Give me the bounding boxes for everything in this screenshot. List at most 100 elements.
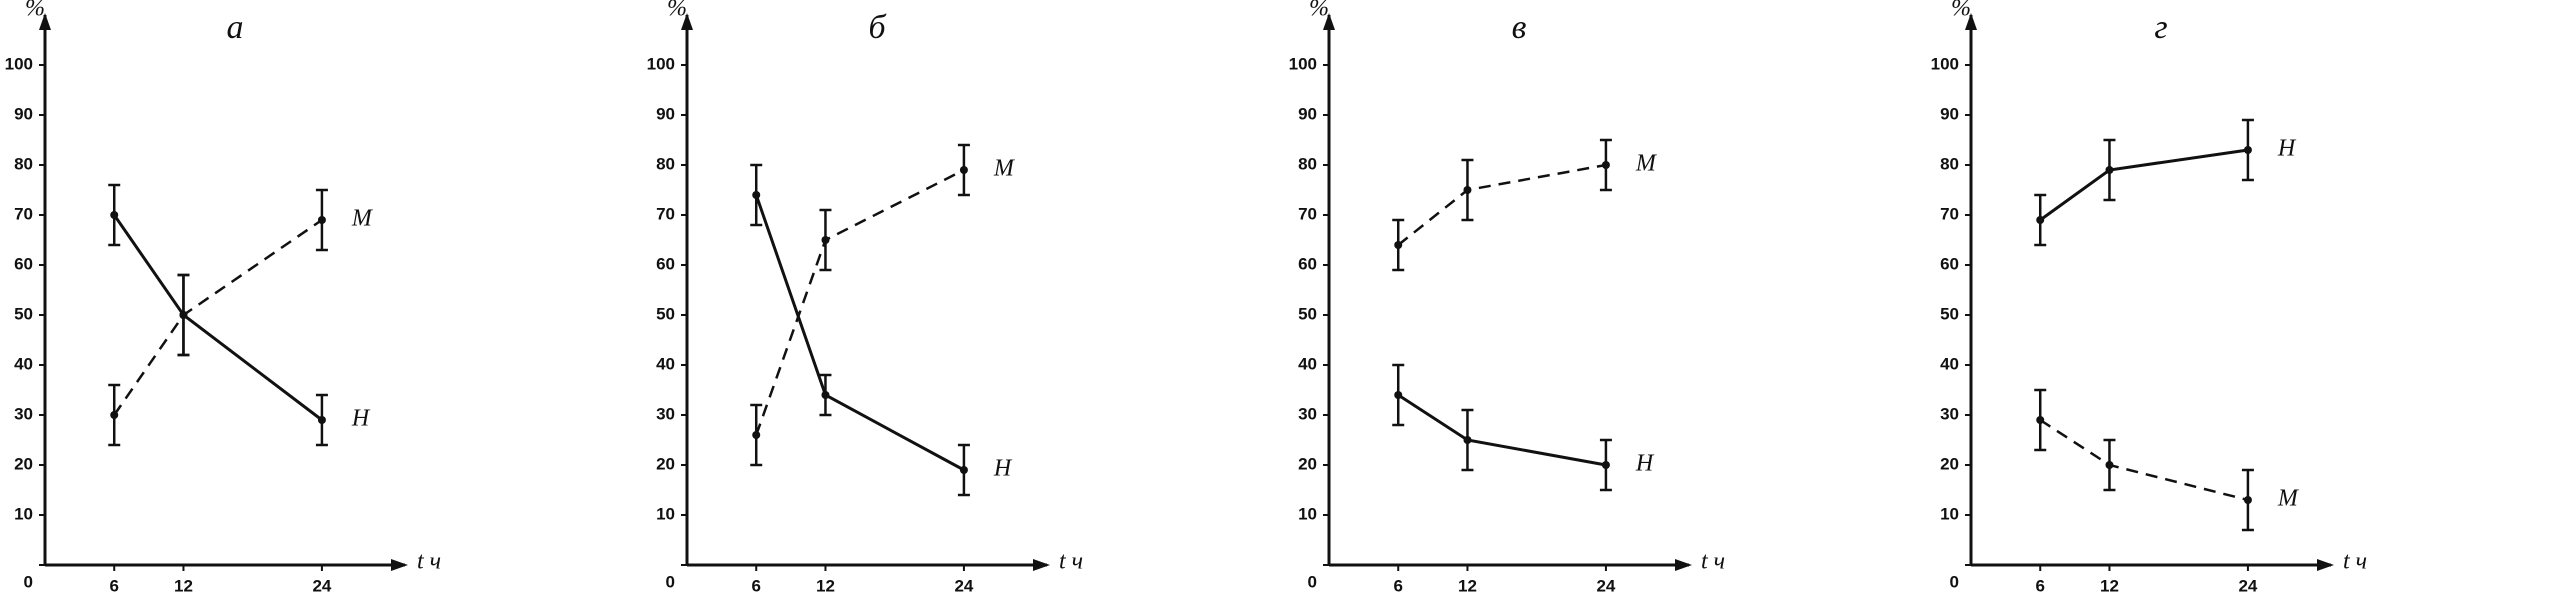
- series-label: М: [1635, 151, 1658, 177]
- point: [317, 216, 326, 224]
- x-axis-arrow: [1033, 559, 1050, 571]
- x-tick-label: 6: [751, 576, 760, 595]
- panel-title: г: [2154, 9, 2167, 46]
- y-tick-label: 70: [1940, 204, 1959, 223]
- y-tick-label: 50: [1940, 304, 1959, 323]
- panel: % t ч г 0 10 20 30 40 50 60 70 80 90 100 6 12 24 Н М: [1931, 0, 2368, 595]
- y-tick-label: 20: [656, 454, 675, 473]
- point: [821, 391, 830, 399]
- x-axis-label: t ч: [2343, 549, 2367, 575]
- y-tick-label: 20: [1298, 454, 1317, 473]
- series-line: [754, 194, 965, 472]
- y-tick-label: 50: [656, 304, 675, 323]
- panel-title: а: [227, 9, 244, 46]
- y-tick-label: 40: [1940, 354, 1959, 373]
- point: [1394, 391, 1403, 399]
- point: [2036, 416, 2045, 424]
- y-tick-label: 40: [1298, 354, 1317, 373]
- panel: % t ч в 0 10 20 30 40 50 60 70 80 90 100 6 12 24 Н М: [1289, 0, 1726, 595]
- y-axis-arrow: [681, 13, 693, 30]
- y-axis-arrow: [1965, 13, 1977, 30]
- series-label: Н: [993, 456, 1013, 482]
- y-axis-label: %: [1951, 0, 1971, 22]
- series-label: М: [351, 206, 374, 232]
- y-tick-label: 10: [14, 504, 33, 523]
- point: [2036, 216, 2045, 224]
- y-tick-label: 40: [14, 354, 33, 373]
- y-tick-label: 80: [1940, 154, 1959, 173]
- y-tick-label: 30: [656, 404, 675, 423]
- panel-title: б: [868, 9, 887, 46]
- x-tick-label: 6: [2035, 576, 2044, 595]
- y-tick-label: 90: [1298, 104, 1317, 123]
- y-tick-label: 60: [1298, 254, 1317, 273]
- y-tick-label: 10: [656, 504, 675, 523]
- panel-title: в: [1512, 9, 1527, 46]
- y-axis-label: %: [25, 0, 45, 22]
- y-tick-label: 50: [1298, 304, 1317, 323]
- point: [1394, 241, 1403, 249]
- point: [110, 411, 119, 419]
- point: [2105, 461, 2114, 469]
- y-tick-label: 90: [1940, 104, 1959, 123]
- y-tick-label: 50: [14, 304, 33, 323]
- point: [2243, 146, 2252, 154]
- x-axis-label: t ч: [417, 549, 441, 575]
- y-tick-label: 40: [656, 354, 675, 373]
- y-tick-label: 90: [656, 104, 675, 123]
- point: [317, 416, 326, 424]
- point: [1601, 161, 1610, 169]
- x-tick-label: 12: [816, 576, 835, 595]
- y-tick-label: 70: [14, 204, 33, 223]
- point: [821, 236, 830, 244]
- y-tick-label: 70: [656, 204, 675, 223]
- series-label: М: [993, 156, 1016, 182]
- point: [959, 166, 968, 174]
- y-tick-label: 30: [1940, 404, 1959, 423]
- series-line: [2039, 148, 2249, 222]
- point: [1601, 461, 1610, 469]
- point: [2105, 166, 2114, 174]
- y-tick-label: 20: [14, 454, 33, 473]
- point: [1463, 186, 1472, 194]
- series-line: [755, 168, 965, 436]
- y-tick-label: 20: [1940, 454, 1959, 473]
- series-label: М: [2277, 486, 2300, 512]
- x-tick-label: 24: [954, 576, 973, 595]
- point: [2243, 496, 2252, 504]
- x-tick-label: 24: [312, 576, 331, 595]
- point: [110, 211, 119, 219]
- y-tick-label: 100: [647, 54, 675, 73]
- point: [1463, 436, 1472, 444]
- series-label: Н: [351, 406, 371, 432]
- x-tick-label: 24: [1596, 576, 1615, 595]
- y-tick-label: 0: [1950, 572, 1959, 591]
- y-tick-label: 80: [1298, 154, 1317, 173]
- y-tick-label: 100: [1289, 54, 1317, 73]
- point: [752, 191, 761, 199]
- y-axis-arrow: [39, 13, 51, 30]
- x-axis-label: t ч: [1701, 549, 1725, 575]
- y-axis-label: %: [1309, 0, 1329, 22]
- y-axis-label: %: [667, 0, 687, 22]
- y-axis-arrow: [1323, 13, 1335, 30]
- panel: % t ч б 0 10 20 30 40 50 60 70 80 90 100 6 12 24 Н М: [647, 0, 1084, 595]
- series-line: [1397, 393, 1607, 467]
- x-axis-arrow: [1675, 559, 1692, 571]
- x-tick-label: 12: [174, 576, 193, 595]
- x-axis-label: t ч: [1059, 549, 1083, 575]
- y-tick-label: 100: [5, 54, 33, 73]
- y-tick-label: 90: [14, 104, 33, 123]
- y-tick-label: 70: [1298, 204, 1317, 223]
- y-tick-label: 10: [1298, 504, 1317, 523]
- series-line: [2039, 418, 2249, 502]
- x-tick-label: 12: [2100, 576, 2119, 595]
- point: [959, 466, 968, 474]
- series-line: [1397, 163, 1607, 246]
- y-tick-label: 10: [1940, 504, 1959, 523]
- y-tick-label: 80: [656, 154, 675, 173]
- x-tick-label: 6: [1393, 576, 1402, 595]
- y-tick-label: 60: [14, 254, 33, 273]
- y-tick-label: 60: [1940, 254, 1959, 273]
